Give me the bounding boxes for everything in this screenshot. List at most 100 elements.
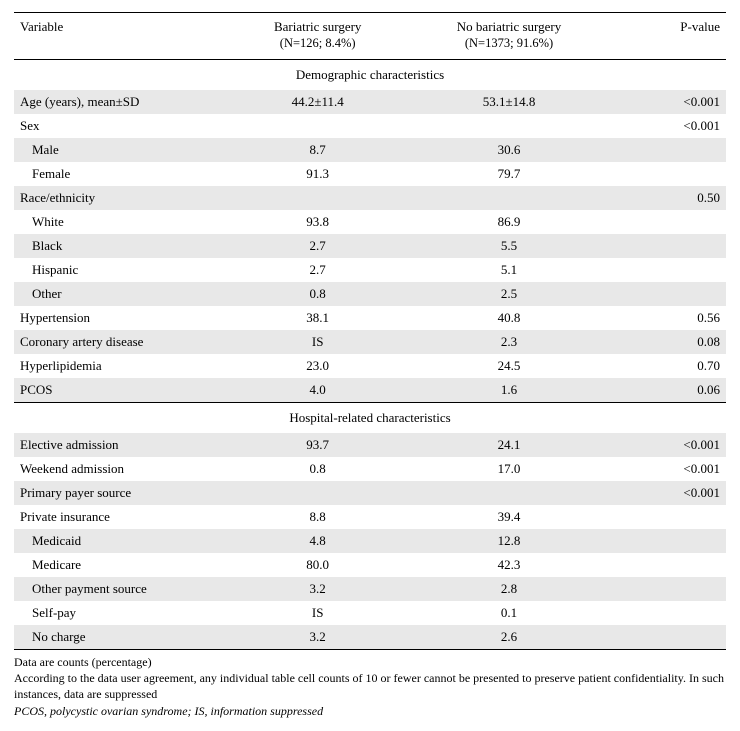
- row-weekend: Weekend admission 0.8 17.0 <0.001: [14, 457, 726, 481]
- cell-label: Elective admission: [14, 433, 232, 457]
- cell-b: 0.8: [232, 457, 403, 481]
- header-nobariatric-line2: (N=1373; 91.6%): [465, 36, 553, 50]
- row-hypertension: Hypertension 38.1 40.8 0.56: [14, 306, 726, 330]
- section-demographic: Demographic characteristics: [14, 60, 726, 91]
- cell-p: [615, 553, 726, 577]
- header-nobariatric: No bariatric surgery (N=1373; 91.6%): [403, 13, 614, 60]
- cell-nb: 86.9: [403, 210, 614, 234]
- cell-b: 38.1: [232, 306, 403, 330]
- cell-p: <0.001: [615, 481, 726, 505]
- header-bariatric: Bariatric surgery (N=126; 8.4%): [232, 13, 403, 60]
- cell-b: [232, 186, 403, 210]
- cell-p: [615, 601, 726, 625]
- cell-label: Private insurance: [14, 505, 232, 529]
- cell-b: 2.7: [232, 234, 403, 258]
- cell-nb: 1.6: [403, 378, 614, 403]
- cell-label: Female: [14, 162, 232, 186]
- section-hospital-label: Hospital-related characteristics: [14, 403, 726, 434]
- footnote-2: According to the data user agreement, an…: [14, 670, 726, 702]
- row-hyperlipidemia: Hyperlipidemia 23.0 24.5 0.70: [14, 354, 726, 378]
- cell-p: [615, 210, 726, 234]
- cell-b: [232, 481, 403, 505]
- cell-nb: 5.1: [403, 258, 614, 282]
- cell-nb: 0.1: [403, 601, 614, 625]
- footnote-1: Data are counts (percentage): [14, 654, 726, 670]
- cell-p: [615, 529, 726, 553]
- cell-label: Coronary artery disease: [14, 330, 232, 354]
- cell-label: Male: [14, 138, 232, 162]
- cell-b: 3.2: [232, 577, 403, 601]
- cell-nb: 79.7: [403, 162, 614, 186]
- header-row: Variable Bariatric surgery (N=126; 8.4%)…: [14, 13, 726, 60]
- header-bariatric-line2: (N=126; 8.4%): [280, 36, 356, 50]
- row-medicare: Medicare 80.0 42.3: [14, 553, 726, 577]
- row-pcos: PCOS 4.0 1.6 0.06: [14, 378, 726, 403]
- cell-label: Black: [14, 234, 232, 258]
- cell-p: 0.56: [615, 306, 726, 330]
- header-bariatric-line1: Bariatric surgery: [274, 19, 361, 34]
- footnote-3: PCOS, polycystic ovarian syndrome; IS, i…: [14, 703, 726, 719]
- row-female: Female 91.3 79.7: [14, 162, 726, 186]
- cell-nb: 2.5: [403, 282, 614, 306]
- cell-p: <0.001: [615, 433, 726, 457]
- cell-label: Hypertension: [14, 306, 232, 330]
- cell-label: Hispanic: [14, 258, 232, 282]
- header-nobariatric-line1: No bariatric surgery: [457, 19, 561, 34]
- section-demographic-label: Demographic characteristics: [14, 60, 726, 91]
- cell-label: Race/ethnicity: [14, 186, 232, 210]
- row-sex: Sex <0.001: [14, 114, 726, 138]
- cell-p: [615, 258, 726, 282]
- row-payer: Primary payer source <0.001: [14, 481, 726, 505]
- cell-p: [615, 282, 726, 306]
- cell-nb: 5.5: [403, 234, 614, 258]
- cell-p: [615, 577, 726, 601]
- cell-label: Weekend admission: [14, 457, 232, 481]
- cell-nb: [403, 481, 614, 505]
- cell-nb: 30.6: [403, 138, 614, 162]
- cell-p: [615, 234, 726, 258]
- cell-label: PCOS: [14, 378, 232, 403]
- cell-p: [615, 162, 726, 186]
- row-black: Black 2.7 5.5: [14, 234, 726, 258]
- cell-label: Other payment source: [14, 577, 232, 601]
- cell-nb: [403, 114, 614, 138]
- row-selfpay: Self-pay IS 0.1: [14, 601, 726, 625]
- cell-b: IS: [232, 330, 403, 354]
- cell-b: 8.7: [232, 138, 403, 162]
- cell-nb: 53.1±14.8: [403, 90, 614, 114]
- cell-nb: 24.5: [403, 354, 614, 378]
- row-age: Age (years), mean±SD 44.2±11.4 53.1±14.8…: [14, 90, 726, 114]
- cell-b: 93.8: [232, 210, 403, 234]
- cell-p: 0.70: [615, 354, 726, 378]
- cell-label: Hyperlipidemia: [14, 354, 232, 378]
- cell-label: Primary payer source: [14, 481, 232, 505]
- cell-nb: 2.8: [403, 577, 614, 601]
- cell-label: Sex: [14, 114, 232, 138]
- cell-nb: 2.6: [403, 625, 614, 650]
- row-other: Other 0.8 2.5: [14, 282, 726, 306]
- cell-b: 93.7: [232, 433, 403, 457]
- cell-b: 2.7: [232, 258, 403, 282]
- header-variable: Variable: [14, 13, 232, 60]
- cell-b: IS: [232, 601, 403, 625]
- cell-b: 4.8: [232, 529, 403, 553]
- cell-p: <0.001: [615, 114, 726, 138]
- row-medicaid: Medicaid 4.8 12.8: [14, 529, 726, 553]
- cell-b: 44.2±11.4: [232, 90, 403, 114]
- cell-nb: 17.0: [403, 457, 614, 481]
- row-elective: Elective admission 93.7 24.1 <0.001: [14, 433, 726, 457]
- section-hospital: Hospital-related characteristics: [14, 403, 726, 434]
- cell-label: Age (years), mean±SD: [14, 90, 232, 114]
- cell-label: Self-pay: [14, 601, 232, 625]
- header-pvalue: P-value: [615, 13, 726, 60]
- cell-b: 23.0: [232, 354, 403, 378]
- cell-p: <0.001: [615, 457, 726, 481]
- cell-label: White: [14, 210, 232, 234]
- cell-nb: [403, 186, 614, 210]
- cell-nb: 24.1: [403, 433, 614, 457]
- cell-nb: 40.8: [403, 306, 614, 330]
- cell-b: [232, 114, 403, 138]
- row-hispanic: Hispanic 2.7 5.1: [14, 258, 726, 282]
- row-nocharge: No charge 3.2 2.6: [14, 625, 726, 650]
- cell-p: 0.06: [615, 378, 726, 403]
